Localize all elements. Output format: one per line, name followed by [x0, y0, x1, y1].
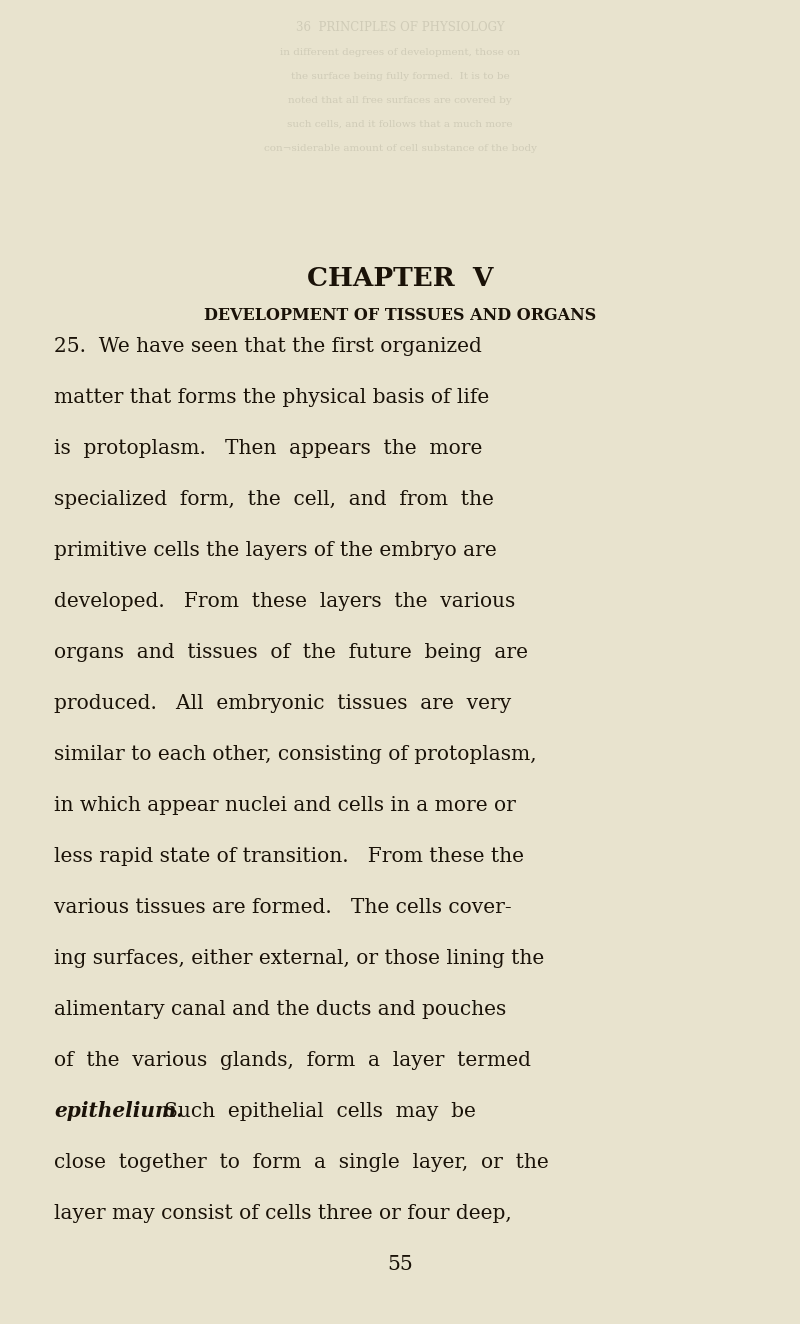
Text: noted that all free surfaces are covered by: noted that all free surfaces are covered… — [288, 97, 512, 105]
Text: similar to each other, consisting of protoplasm,: similar to each other, consisting of pro… — [54, 745, 537, 764]
Text: 25.  We have seen that the first organized: 25. We have seen that the first organize… — [54, 338, 482, 356]
Text: Such  epithelial  cells  may  be: Such epithelial cells may be — [146, 1102, 476, 1121]
Text: con¬siderable amount of cell substance of the body: con¬siderable amount of cell substance o… — [263, 144, 537, 152]
Text: ing surfaces, either external, or those lining the: ing surfaces, either external, or those … — [54, 949, 545, 968]
Text: the surface being fully formed.  It is to be: the surface being fully formed. It is to… — [290, 73, 510, 81]
Text: 55: 55 — [387, 1255, 413, 1274]
Text: layer may consist of cells three or four deep,: layer may consist of cells three or four… — [54, 1204, 512, 1223]
Text: DEVELOPMENT OF TISSUES AND ORGANS: DEVELOPMENT OF TISSUES AND ORGANS — [204, 307, 596, 323]
Text: CHAPTER  V: CHAPTER V — [307, 266, 493, 290]
Text: in which appear nuclei and cells in a more or: in which appear nuclei and cells in a mo… — [54, 796, 516, 816]
Text: alimentary canal and the ducts and pouches: alimentary canal and the ducts and pouch… — [54, 1000, 506, 1019]
Text: primitive cells the layers of the embryo are: primitive cells the layers of the embryo… — [54, 542, 497, 560]
Text: matter that forms the physical basis of life: matter that forms the physical basis of … — [54, 388, 490, 408]
Text: organs  and  tissues  of  the  future  being  are: organs and tissues of the future being a… — [54, 643, 528, 662]
Text: of  the  various  glands,  form  a  layer  termed: of the various glands, form a layer term… — [54, 1051, 531, 1070]
Text: in different degrees of development, those on: in different degrees of development, tho… — [280, 49, 520, 57]
Text: close  together  to  form  a  single  layer,  or  the: close together to form a single layer, o… — [54, 1153, 549, 1172]
Text: produced.   All  embryonic  tissues  are  very: produced. All embryonic tissues are very — [54, 694, 512, 714]
Text: 36  PRINCIPLES OF PHYSIOLOGY: 36 PRINCIPLES OF PHYSIOLOGY — [296, 21, 504, 34]
Text: epithelium.: epithelium. — [54, 1102, 184, 1121]
Text: developed.   From  these  layers  the  various: developed. From these layers the various — [54, 592, 516, 612]
Text: less rapid state of transition.   From these the: less rapid state of transition. From the… — [54, 847, 525, 866]
Text: such cells, and it follows that a much more: such cells, and it follows that a much m… — [287, 120, 513, 128]
Text: specialized  form,  the  cell,  and  from  the: specialized form, the cell, and from the — [54, 490, 494, 510]
Text: is  protoplasm.   Then  appears  the  more: is protoplasm. Then appears the more — [54, 440, 482, 458]
Text: various tissues are formed.   The cells cover­: various tissues are formed. The cells co… — [54, 898, 512, 918]
